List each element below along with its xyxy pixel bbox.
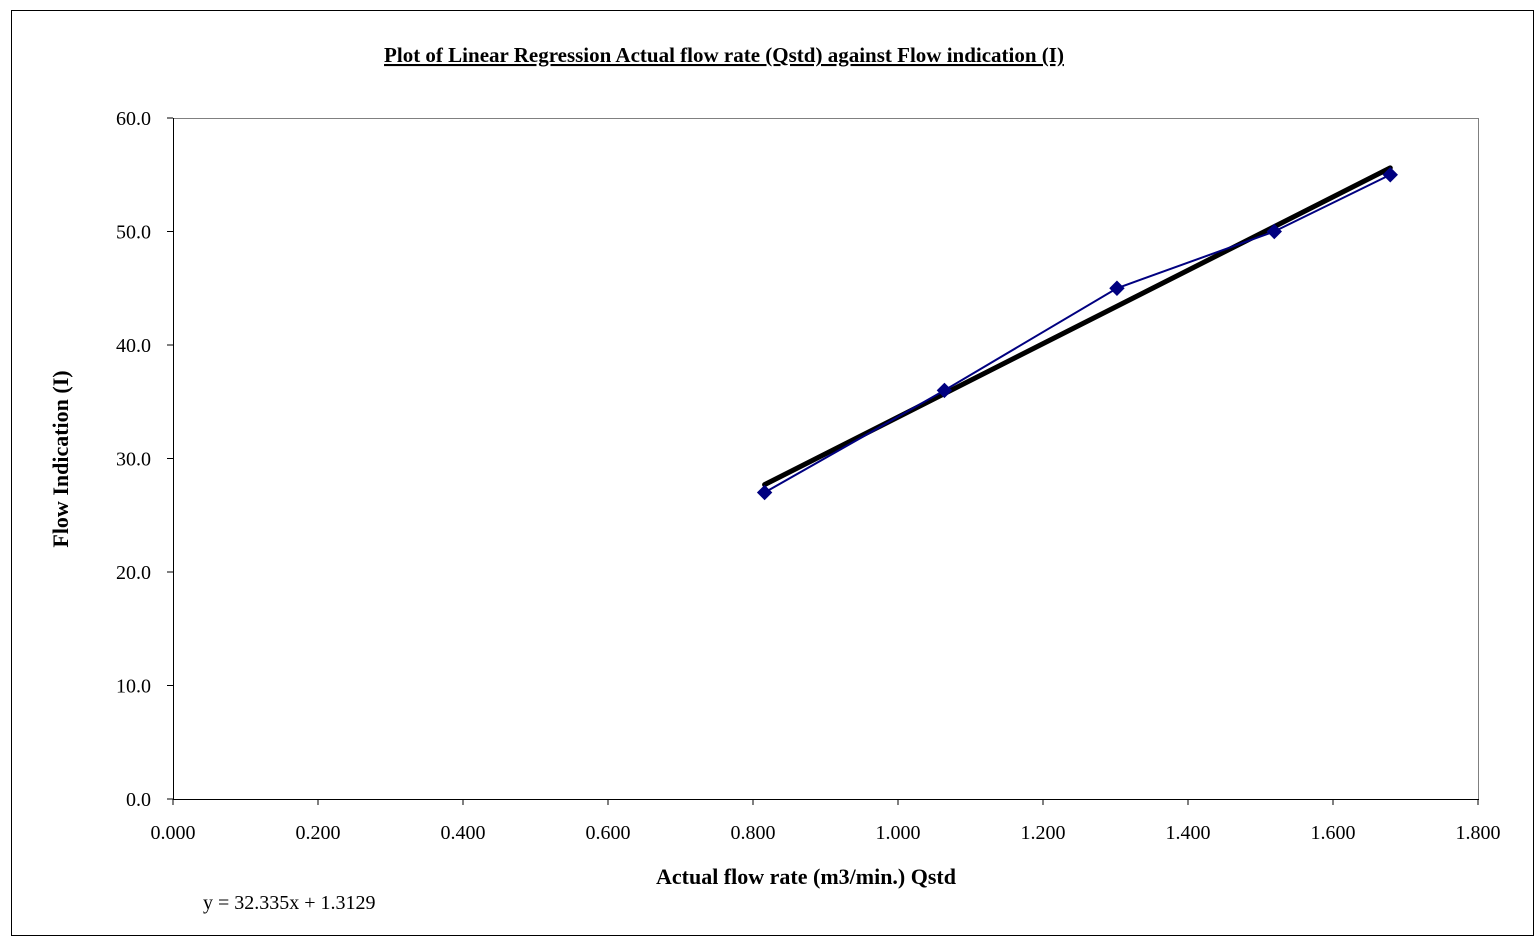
x-tick-label: 1.800: [1456, 822, 1501, 844]
y-tick-label: 60.0: [116, 108, 151, 130]
x-tick-label: 0.000: [151, 822, 196, 844]
data-point: [1109, 280, 1125, 296]
trendline: [762, 165, 1393, 488]
y-axis-label: Flow Indication (I): [48, 370, 73, 547]
x-tick-label: 1.600: [1311, 822, 1356, 844]
x-ticks: 0.000 0.200 0.400 0.600 0.800 1.000 1.200 1.400…: [151, 799, 1501, 844]
y-tick-label: 30.0: [116, 449, 151, 471]
x-tick-label: 1.400: [1166, 822, 1211, 844]
y-tick-label: 40.0: [116, 335, 151, 357]
y-tick-label: 50.0: [116, 222, 151, 244]
y-ticks: 0.0 10.0 20.0 30.0 40.0 50.0 60.0: [116, 108, 173, 811]
x-tick-label: 1.200: [1021, 822, 1066, 844]
series-layer: [756, 167, 1398, 501]
data-point: [756, 484, 773, 501]
data-point: [1266, 223, 1282, 240]
y-tick-label: 10.0: [116, 676, 151, 698]
x-tick-label: 0.800: [731, 822, 776, 844]
data-point: [936, 382, 953, 399]
x-tick-label: 0.200: [296, 822, 341, 844]
regression-equation-label: y = 32.335x + 1.3129: [203, 892, 376, 914]
x-axis-label: Actual flow rate (m3/min.) Qstd: [656, 864, 956, 889]
x-tick-label: 0.400: [441, 822, 486, 844]
data-point: [1382, 167, 1398, 183]
trendline-layer: [762, 165, 1393, 488]
x-tick-label: 0.600: [586, 822, 631, 844]
y-tick-label: 20.0: [116, 562, 151, 584]
chart-title: Plot of Linear Regression Actual flow ra…: [384, 43, 1064, 67]
x-tick-label: 1.000: [876, 822, 921, 844]
y-tick-label: 0.0: [126, 789, 151, 811]
